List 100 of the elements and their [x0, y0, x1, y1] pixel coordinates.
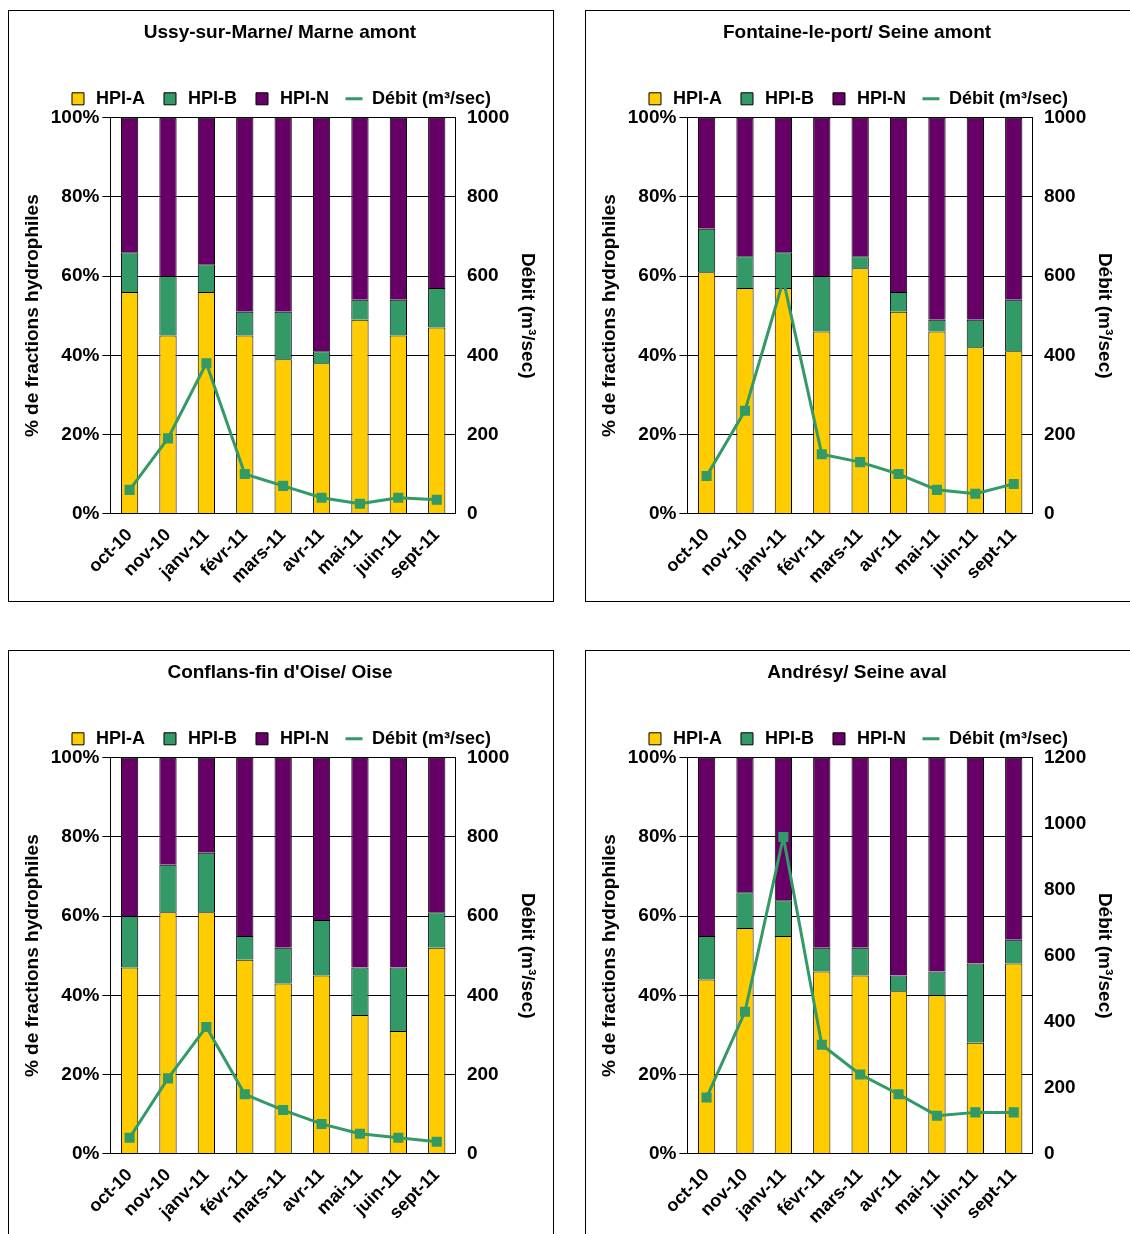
y-axis-title: % de fractions hydrophiles	[597, 194, 619, 438]
point	[316, 492, 327, 503]
legend-label: HPI-B	[187, 87, 237, 108]
y-tick-label: 0%	[71, 1141, 100, 1163]
point	[893, 468, 904, 480]
point	[201, 358, 212, 369]
chart-title: Conflans-fin d'Oise/ Oise	[167, 660, 393, 682]
y-tick-label: 20%	[61, 1062, 100, 1084]
point	[431, 1136, 442, 1147]
y-tick-label: 60%	[638, 264, 677, 286]
point	[162, 433, 174, 444]
legend-label: Débit (m³/sec)	[371, 727, 492, 748]
legend-label: HPI-A	[672, 727, 722, 748]
y2-tick-label: 200	[466, 1062, 499, 1084]
y-tick-label: 100%	[627, 106, 677, 128]
legend-label: HPI-A	[672, 87, 722, 108]
y-tick-label: 60%	[61, 264, 100, 286]
point	[1008, 1107, 1019, 1118]
y-tick-label: 40%	[638, 983, 677, 1005]
point	[893, 1089, 904, 1100]
legend-label: Débit (m³/sec)	[948, 727, 1069, 748]
y-tick-label: 80%	[638, 825, 677, 847]
y-axis-title: % de fractions hydrophiles	[20, 194, 42, 438]
point	[278, 480, 289, 491]
y-tick-label: 0%	[71, 501, 100, 523]
point	[239, 1089, 250, 1100]
point	[316, 1118, 327, 1129]
legend-label: HPI-B	[764, 727, 814, 748]
y2-tick-label: 200	[1043, 1075, 1076, 1097]
y2-axis-title: Débit (m³/sec)	[518, 252, 540, 379]
point	[354, 498, 365, 509]
point	[201, 1021, 212, 1032]
point	[816, 1039, 827, 1050]
y2-tick-label: 0	[466, 1141, 478, 1163]
point	[393, 492, 404, 503]
point	[124, 484, 135, 495]
y-tick-label: 80%	[638, 185, 677, 207]
point	[701, 1092, 712, 1103]
y-tick-label: 40%	[61, 343, 100, 365]
point	[816, 449, 827, 460]
legend-label: HPI-A	[95, 87, 145, 108]
y-tick-label: 60%	[61, 904, 100, 926]
point	[739, 1006, 751, 1017]
y2-tick-label: 600	[466, 264, 499, 286]
y2-tick-label: 800	[1043, 877, 1076, 899]
point	[931, 1110, 942, 1121]
y-axis-title: % de fractions hydrophiles	[597, 834, 619, 1078]
chart-title: Ussy-sur-Marne/ Marne amont	[143, 20, 417, 42]
point	[931, 484, 942, 495]
point	[1008, 478, 1019, 489]
y2-tick-label: 800	[466, 185, 499, 207]
y2-tick-label: 400	[1043, 343, 1076, 365]
point	[354, 1128, 365, 1139]
y-tick-label: 80%	[61, 185, 100, 207]
y2-tick-label: 200	[1043, 422, 1076, 444]
y-tick-label: 80%	[61, 825, 100, 847]
chart-title: Fontaine-le-port/ Seine amont	[722, 20, 992, 42]
y2-tick-label: 0	[1043, 501, 1055, 523]
point	[393, 1132, 404, 1143]
y2-tick-label: 600	[1043, 264, 1076, 286]
legend-label: Débit (m³/sec)	[371, 87, 492, 108]
point	[970, 1107, 981, 1118]
point	[855, 457, 866, 468]
y2-tick-label: 400	[1043, 1009, 1076, 1031]
y-tick-label: 40%	[638, 343, 677, 365]
y-axis-title: % de fractions hydrophiles	[20, 834, 42, 1078]
legend-label: HPI-B	[764, 87, 814, 108]
y-tick-label: 0%	[648, 1141, 677, 1163]
y2-tick-label: 200	[466, 422, 499, 444]
chart-title: Andrésy/ Seine aval	[767, 660, 947, 682]
legend-label: HPI-N	[856, 87, 906, 108]
y2-tick-label: 400	[466, 983, 499, 1005]
y2-axis-title: Débit (m³/sec)	[1095, 892, 1117, 1019]
point	[278, 1105, 289, 1116]
y2-tick-label: 400	[466, 343, 499, 365]
y2-tick-label: 1000	[1043, 812, 1087, 833]
y-tick-label: 100%	[50, 746, 100, 768]
y2-tick-label: 800	[466, 825, 499, 847]
point	[162, 1073, 174, 1084]
y-tick-label: 40%	[61, 983, 100, 1005]
y2-tick-label: 600	[1043, 943, 1076, 965]
y-tick-label: 60%	[638, 904, 677, 926]
legend-label: HPI-N	[856, 727, 906, 748]
point	[739, 405, 751, 416]
point	[778, 831, 789, 842]
y2-tick-label: 600	[466, 904, 499, 926]
y-tick-label: 20%	[638, 422, 677, 444]
y-tick-label: 20%	[638, 1062, 677, 1084]
point	[970, 488, 981, 499]
point	[239, 468, 250, 480]
legend-label: Débit (m³/sec)	[948, 87, 1069, 108]
y2-tick-label: 0	[1043, 1141, 1055, 1163]
y2-axis-title: Débit (m³/sec)	[1095, 252, 1117, 379]
y-tick-label: 100%	[627, 746, 677, 768]
y-tick-label: 20%	[61, 422, 100, 444]
point	[701, 470, 712, 482]
legend-label: HPI-N	[279, 727, 329, 748]
y2-tick-label: 800	[1043, 185, 1076, 207]
y-tick-label: 100%	[50, 106, 100, 128]
point	[124, 1132, 135, 1143]
